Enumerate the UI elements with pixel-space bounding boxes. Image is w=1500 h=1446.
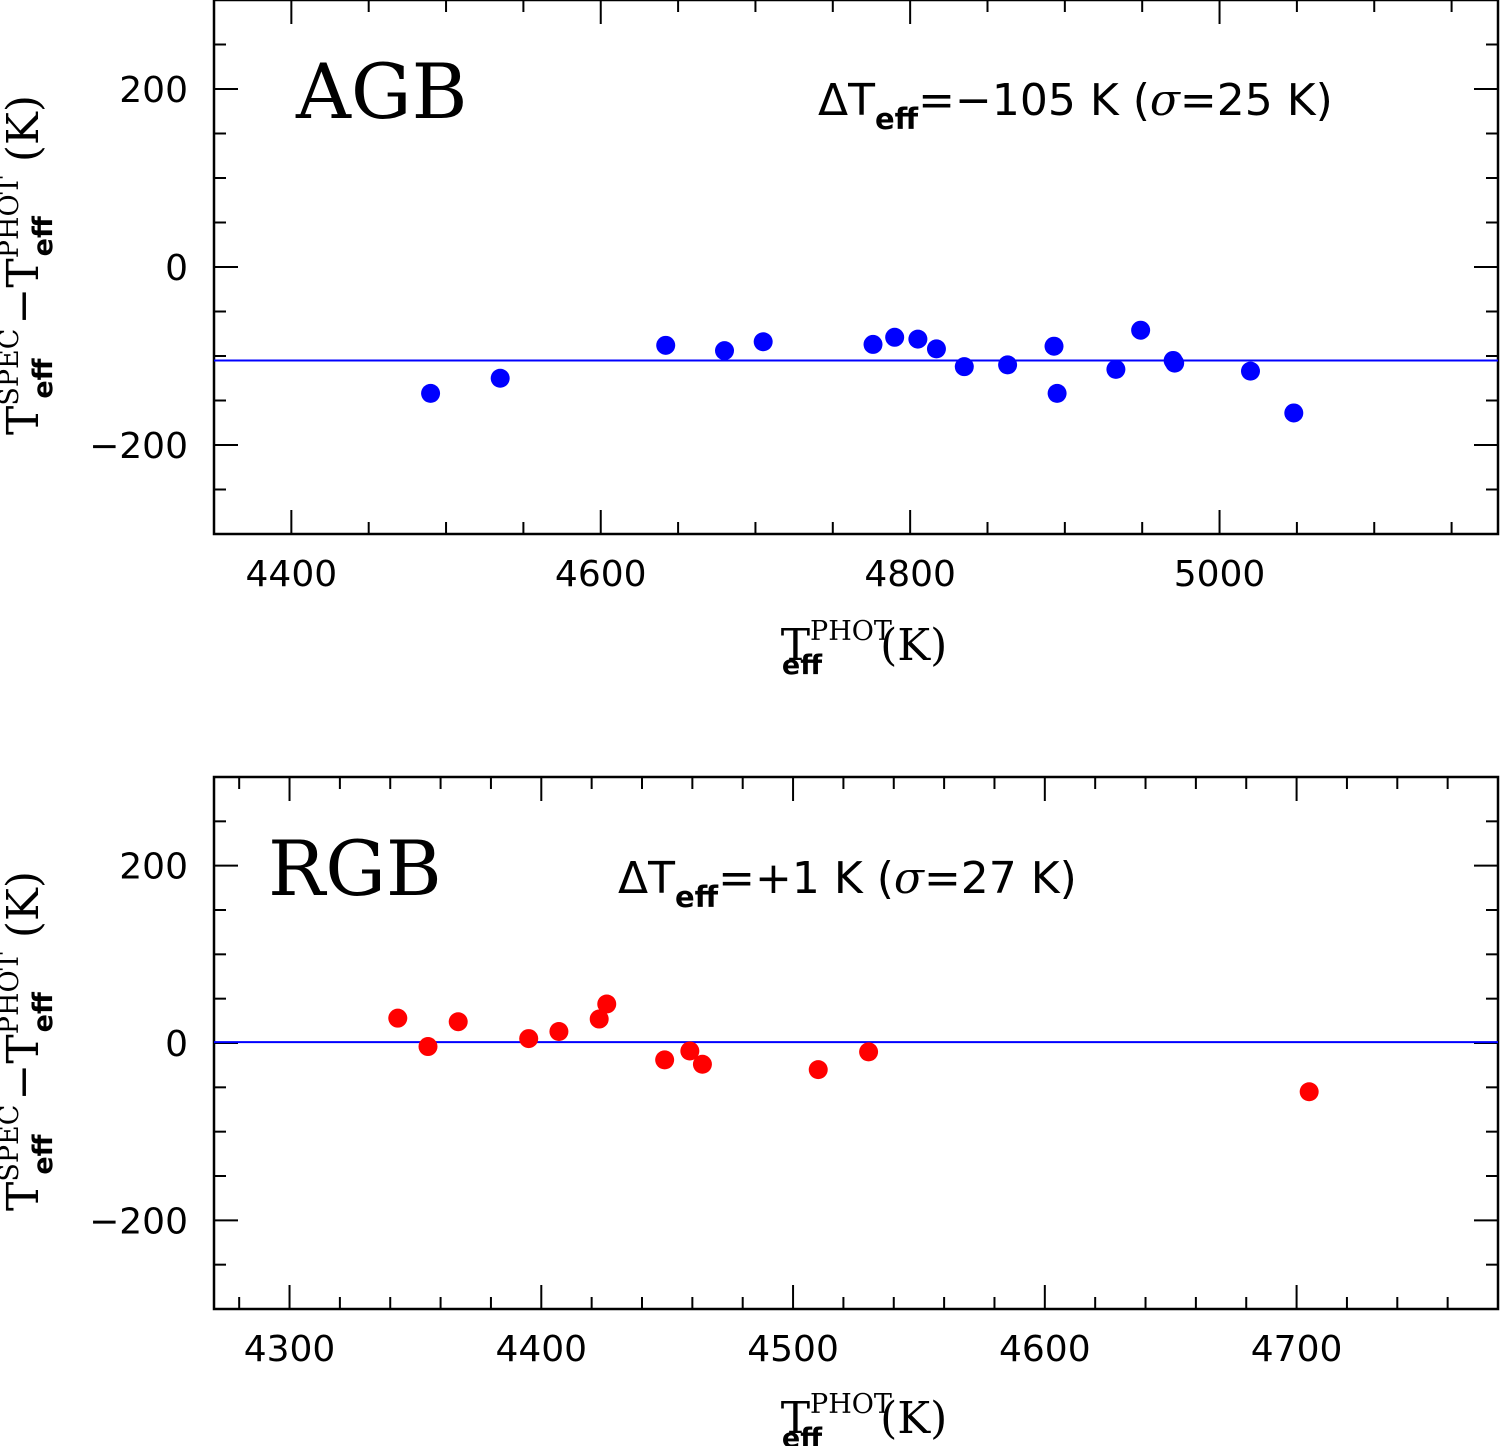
- annotation-delta: ΔT: [618, 853, 675, 904]
- offset-annotation: ΔTeff=+1 K (σ=27 K): [618, 853, 1077, 914]
- annotation-delta-value: =−105 K (: [918, 75, 1150, 126]
- data-point: [926, 339, 946, 359]
- data-point: [692, 1054, 712, 1074]
- y-label-main2: T: [0, 1034, 49, 1063]
- data-point: [519, 1029, 539, 1049]
- data-point: [885, 327, 905, 347]
- data-point: [490, 368, 510, 388]
- annotation-sigma: σ: [1150, 75, 1182, 126]
- data-point: [1131, 320, 1151, 340]
- data-point: [589, 1009, 609, 1029]
- y-axis-label: TSPEC eff−TPHOT eff (K): [0, 95, 59, 435]
- y-label-sub1: eff: [28, 1133, 59, 1174]
- y-label-sub2: eff: [28, 215, 59, 256]
- data-point: [954, 357, 974, 377]
- data-point: [1299, 1082, 1319, 1102]
- y-tick-label: 200: [119, 847, 188, 888]
- data-point: [753, 332, 773, 352]
- data-point: [388, 1008, 408, 1028]
- annotation-delta-sub: eff: [875, 102, 919, 136]
- data-point: [1106, 359, 1126, 379]
- data-point: [418, 1037, 438, 1057]
- y-tick-label: 200: [119, 70, 188, 111]
- data-point: [448, 1012, 468, 1032]
- x-tick-label: 4600: [555, 554, 647, 595]
- panel-label: RGB: [268, 824, 442, 913]
- x-label-unit: (K): [866, 620, 947, 671]
- data-point: [1240, 361, 1260, 381]
- x-label-sub: eff: [782, 650, 823, 681]
- y-tick-label: −200: [89, 1201, 188, 1242]
- panel-label: AGB: [295, 47, 467, 136]
- y-label-minus: −: [0, 1064, 49, 1101]
- x-tick-label: 4400: [495, 1329, 587, 1370]
- data-point: [655, 1050, 675, 1070]
- data-point: [1047, 383, 1067, 403]
- x-tick-label: 4800: [864, 554, 956, 595]
- x-label-sub: eff: [782, 1423, 823, 1446]
- x-tick-label: 4600: [999, 1329, 1091, 1370]
- y-label-unit: (K): [0, 871, 49, 952]
- annotation-sigma-value: =27 K): [924, 853, 1077, 904]
- data-point: [998, 355, 1018, 375]
- x-label-unit: (K): [866, 1393, 947, 1444]
- data-point: [421, 383, 441, 403]
- y-tick-label: 0: [165, 248, 188, 289]
- y-label-unit: (K): [0, 95, 49, 176]
- y-label-sup2: PHOT: [0, 952, 25, 1034]
- y-label-main2: T: [0, 258, 49, 287]
- annotation-delta-value: =+1 K (: [718, 853, 894, 904]
- data-point: [1165, 353, 1185, 373]
- annotation-sigma-value: =25 K): [1180, 75, 1333, 126]
- y-tick-label: −200: [89, 426, 188, 467]
- y-label-main1: T: [0, 1182, 49, 1211]
- y-label-sup1: SPEC: [0, 329, 25, 406]
- annotation-delta-sub: eff: [675, 880, 719, 914]
- data-point: [908, 329, 928, 349]
- x-label-sup: PHOT: [810, 1389, 892, 1420]
- x-tick-label: 4500: [747, 1329, 839, 1370]
- data-point: [656, 335, 676, 355]
- y-label-sup1: SPEC: [0, 1105, 25, 1182]
- x-tick-label: 5000: [1174, 554, 1266, 595]
- x-label-main: T: [781, 620, 810, 671]
- data-point: [863, 334, 883, 354]
- data-point: [808, 1060, 828, 1080]
- data-point: [1284, 403, 1304, 423]
- x-tick-label: 4300: [244, 1329, 336, 1370]
- data-point: [549, 1021, 569, 1041]
- y-label-sup2: PHOT: [0, 176, 25, 258]
- offset-annotation: ΔTeff=−105 K (σ=25 K): [818, 75, 1333, 136]
- y-tick-label: 0: [165, 1024, 188, 1065]
- data-point: [1044, 336, 1064, 356]
- y-label-sub1: eff: [28, 357, 59, 398]
- data-point: [859, 1042, 879, 1062]
- x-label-sup: PHOT: [810, 616, 892, 647]
- x-axis-label: TPHOT eff (K): [781, 616, 948, 681]
- x-axis-label: TPHOT eff (K): [781, 1389, 948, 1446]
- x-label-main: T: [781, 1393, 810, 1444]
- y-label-sub2: eff: [28, 991, 59, 1032]
- x-tick-label: 4400: [246, 554, 338, 595]
- data-point: [715, 341, 735, 361]
- x-tick-label: 4700: [1251, 1329, 1343, 1370]
- y-axis-label: TSPEC eff−TPHOT eff (K): [0, 871, 59, 1211]
- annotation-delta: ΔT: [818, 75, 875, 126]
- y-label-minus: −: [0, 288, 49, 325]
- data-point: [680, 1041, 700, 1061]
- annotation-sigma: σ: [894, 853, 926, 904]
- data-point: [597, 994, 617, 1014]
- y-label-main1: T: [0, 406, 49, 435]
